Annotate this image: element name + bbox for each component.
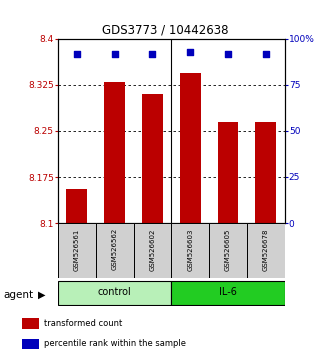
Text: percentile rank within the sample: percentile rank within the sample — [44, 339, 186, 348]
Point — [188, 49, 193, 55]
Bar — [104, 82, 125, 223]
Bar — [256, 122, 276, 223]
Point — [74, 51, 79, 57]
Text: GSM526603: GSM526603 — [187, 228, 193, 270]
Text: GSM526678: GSM526678 — [263, 228, 269, 270]
Point — [225, 51, 231, 57]
Text: IL-6: IL-6 — [219, 287, 237, 297]
Bar — [23, 339, 39, 349]
Bar — [209, 223, 247, 278]
Bar — [142, 94, 163, 223]
Text: GSM526602: GSM526602 — [149, 228, 155, 270]
Bar — [180, 73, 201, 223]
Text: GSM526562: GSM526562 — [112, 228, 118, 270]
Point — [112, 51, 117, 57]
Bar — [23, 318, 39, 329]
Text: GSM526605: GSM526605 — [225, 228, 231, 270]
Text: GDS3773 / 10442638: GDS3773 / 10442638 — [102, 23, 229, 36]
Text: transformed count: transformed count — [44, 319, 122, 328]
Bar — [247, 223, 285, 278]
Bar — [58, 281, 171, 305]
Point — [150, 51, 155, 57]
Bar — [58, 223, 96, 278]
Text: ▶: ▶ — [38, 290, 45, 299]
Bar — [133, 223, 171, 278]
Bar — [217, 122, 238, 223]
Bar — [171, 223, 209, 278]
Bar — [67, 189, 87, 223]
Text: control: control — [98, 287, 131, 297]
Point — [263, 51, 268, 57]
Bar — [96, 223, 133, 278]
Text: GSM526561: GSM526561 — [74, 228, 80, 270]
Text: agent: agent — [3, 290, 33, 299]
Bar — [171, 281, 285, 305]
